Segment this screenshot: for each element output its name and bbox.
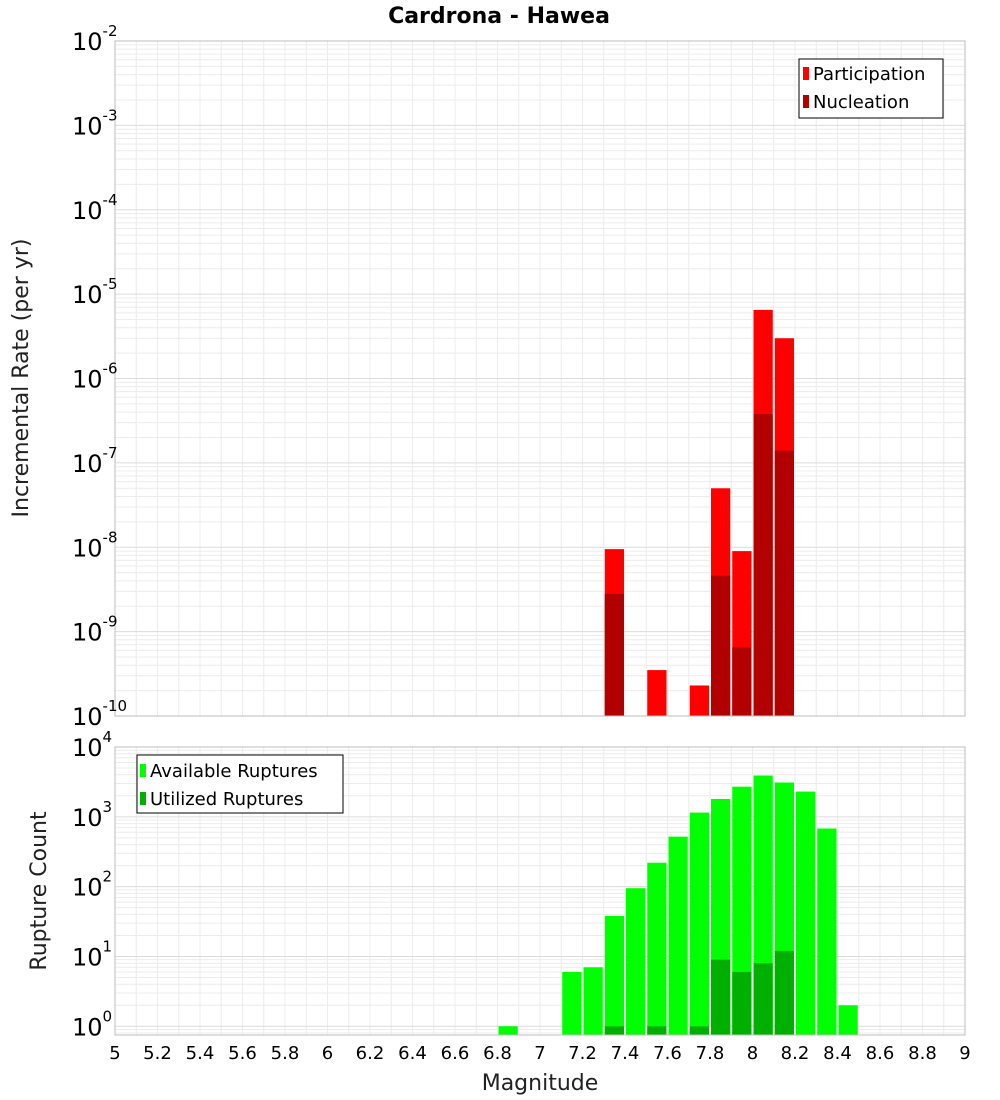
bottom-bar-available-ruptures [647,862,667,1035]
x-tick-label: 7.4 [611,1043,640,1064]
bottom-bar-available-ruptures [498,1026,518,1035]
top-y-axis-label: Incremental Rate (per yr) [9,239,34,518]
top-y-tick-label: 10-8 [72,528,118,562]
legend-label-nucleation: Nucleation [813,92,909,113]
bottom-bar-available-ruptures [604,915,624,1035]
x-tick-label: 7.2 [568,1043,597,1064]
top-y-tick-label: 10-7 [72,444,118,478]
bottom-bar-available-ruptures [817,828,837,1035]
x-tick-label: 8.8 [908,1043,937,1064]
bottom-bar-available-ruptures [668,836,688,1035]
top-plot-frame [114,40,966,717]
bottom-bar-utilized-ruptures [774,950,794,1035]
bottom-plot-frame [114,746,966,1036]
top-bar-nucleation [774,450,794,716]
x-tick-label: 6 [322,1043,333,1064]
legend-label-available-ruptures: Available Ruptures [150,761,318,782]
top-y-tick-label: 10-3 [72,106,118,140]
x-tick-label: 5.8 [271,1043,300,1064]
x-tick-label: 8.2 [781,1043,810,1064]
top-legend: Participation Nucleation [798,58,944,119]
bottom-legend: Available Ruptures Utilized Ruptures [136,754,344,814]
x-tick-label: 5.6 [228,1043,257,1064]
legend-label-participation: Participation [813,64,925,85]
legend-swatch-participation [803,67,809,80]
bottom-bar-available-ruptures [796,791,816,1035]
legend-label-utilized-ruptures: Utilized Ruptures [150,789,303,810]
bottom-plot-bars [498,775,858,1035]
x-axis-label: Magnitude [482,1071,599,1096]
bottom-y-tick-label: 104 [72,728,112,762]
top-y-tick-label: 10-10 [72,697,127,731]
x-tick-label: 8.6 [866,1043,895,1064]
top-y-tick-label: 10-4 [72,191,118,225]
bottom-legend-box [136,754,344,814]
top-bar-nucleation [732,647,752,716]
bottom-bar-utilized-ruptures [647,1026,667,1035]
x-tick-label: 6.6 [441,1043,470,1064]
bottom-y-tick-label: 102 [72,868,112,902]
legend-swatch-available-ruptures [140,764,146,777]
bottom-y-tick-label: 100 [72,1007,112,1041]
chart-title: Cardrona - Hawea [388,4,610,29]
top-y-tick-label: 10-9 [72,613,118,647]
bottom-bar-available-ruptures [689,812,709,1035]
x-tick-labels: 5 5.2 5.4 5.6 5.8 6 6.2 6.4 6.6 6.8 7 7.2 7.4 7.6 7.8 8… [109,1043,970,1064]
bottom-bar-utilized-ruptures [753,963,773,1035]
x-tick-label: 9 [959,1043,970,1064]
legend-swatch-nucleation [803,95,809,108]
bottom-bar-available-ruptures [626,888,646,1035]
bottom-y-tick-label: 101 [72,937,112,971]
top-bar-participation [689,685,709,716]
bottom-bar-available-ruptures [562,971,582,1035]
top-y-tick-label: 10-5 [72,275,118,309]
bottom-y-tick-labels: 100 101 102 103 104 [72,728,112,1041]
legend-swatch-utilized-ruptures [140,792,146,805]
bottom-bar-utilized-ruptures [689,1026,709,1035]
x-tick-label: 8 [747,1043,758,1064]
top-bar-nucleation [711,575,731,716]
bottom-bar-utilized-ruptures [711,959,731,1035]
bottom-y-axis-label: Rupture Count [27,811,52,971]
x-tick-label: 7.8 [696,1043,725,1064]
x-tick-label: 5 [109,1043,120,1064]
top-plot-grid [115,41,965,717]
bottom-bar-available-ruptures [583,967,603,1035]
bottom-y-tick-label: 103 [72,798,112,832]
x-tick-label: 6.2 [356,1043,385,1064]
top-y-tick-labels: 10-10 10-9 10-8 10-7 10-6 10-5 10-4 10-3 10-2 [72,22,127,731]
top-y-tick-label: 10-6 [72,360,118,394]
x-tick-label: 5.4 [186,1043,215,1064]
top-bar-nucleation [753,413,773,716]
x-tick-label: 6.8 [483,1043,512,1064]
x-tick-label: 7 [534,1043,545,1064]
top-legend-box [798,58,944,119]
top-plot-bars [604,309,794,716]
bottom-bar-utilized-ruptures [604,1026,624,1035]
bottom-bar-utilized-ruptures [732,971,752,1035]
x-tick-label: 7.6 [653,1043,682,1064]
top-bar-nucleation [604,593,624,716]
x-tick-label: 8.4 [823,1043,852,1064]
bottom-bar-available-ruptures [838,1005,858,1035]
x-tick-label: 6.4 [398,1043,427,1064]
top-bar-participation [647,670,667,716]
x-tick-label: 5.2 [143,1043,172,1064]
top-y-tick-label: 10-2 [72,22,118,56]
